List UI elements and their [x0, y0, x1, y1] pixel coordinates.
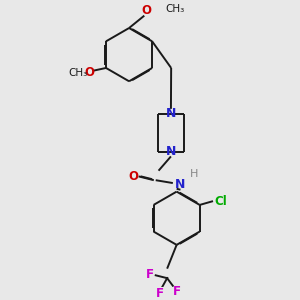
Text: CH₃: CH₃	[68, 68, 87, 78]
Text: H: H	[190, 169, 198, 178]
Text: F: F	[172, 285, 181, 298]
Text: F: F	[146, 268, 154, 281]
Text: N: N	[175, 178, 186, 191]
Text: CH₃: CH₃	[165, 4, 184, 14]
Text: O: O	[141, 4, 151, 17]
Text: N: N	[166, 107, 176, 120]
Text: Cl: Cl	[214, 195, 227, 208]
Text: O: O	[84, 66, 94, 79]
Text: O: O	[128, 170, 138, 183]
Text: F: F	[155, 287, 164, 300]
Text: N: N	[166, 145, 176, 158]
